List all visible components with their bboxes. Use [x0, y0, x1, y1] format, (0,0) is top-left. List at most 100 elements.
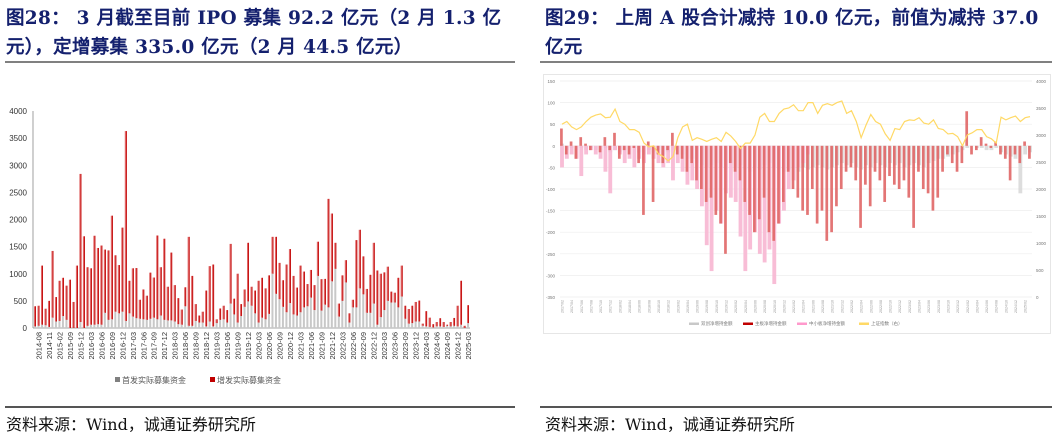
bar-main-board [830, 145, 833, 233]
bar-placement [177, 298, 180, 325]
bar-main-board [1003, 145, 1007, 159]
bar-main-board [772, 145, 776, 241]
bar-main-board [926, 145, 930, 194]
bar-placement [103, 249, 106, 313]
bar-placement [198, 315, 201, 323]
bar-main-board [1028, 145, 1031, 159]
bar-placement-edge [258, 280, 260, 323]
bar-ipo [264, 319, 267, 328]
x-tick-label: 2025-03 [464, 332, 473, 360]
bar-ipo [194, 320, 197, 328]
x-tick-label: 2021/06 [811, 300, 815, 313]
bar-placement [212, 264, 215, 327]
bar-placement [54, 297, 57, 322]
bar-main-board [960, 145, 964, 164]
bar-ipo [376, 324, 379, 328]
y2-tick-label: 4000 [1036, 79, 1047, 84]
bar-placement-edge [447, 324, 449, 326]
bar-ipo [93, 324, 96, 328]
bar-placement-edge [366, 288, 368, 313]
bar-sme [632, 145, 637, 168]
bar-placement [226, 310, 229, 323]
bar-sme [728, 145, 733, 198]
bar-placement-edge [352, 299, 354, 308]
bar-main-board [709, 145, 713, 198]
bar-main-board [627, 145, 631, 155]
bar-ipo [107, 319, 110, 328]
bar-placement-edge [73, 301, 75, 328]
bar-placement [166, 286, 169, 321]
bar-placement-edge [164, 238, 166, 320]
bar-placement [278, 262, 281, 300]
bar-main-board [762, 145, 766, 198]
bar-placement [100, 245, 103, 325]
bar-placement [173, 285, 176, 322]
x-tick-label: 2017-03 [129, 332, 138, 360]
bar-placement-edge [157, 235, 159, 320]
bar-placement-edge [63, 277, 64, 317]
bar-main-board [849, 145, 853, 168]
bar-placement-edge [52, 250, 54, 318]
bar-ipo [257, 322, 260, 328]
bar-placement-edge [98, 247, 99, 325]
x-tick-label: 2014-08 [34, 332, 43, 360]
bar-main-board [656, 145, 660, 155]
bar-ipo [159, 315, 162, 328]
bar-ipo [393, 302, 396, 328]
x-tick-label: 2021/10 [831, 300, 835, 313]
x-tick-label: 2018-09 [192, 332, 201, 360]
bar-placement-edge [192, 275, 194, 326]
bar-placement-edge [220, 308, 222, 320]
bar-main-board [651, 145, 655, 202]
bar-main-board [574, 145, 578, 159]
legend-swatch [689, 322, 699, 325]
bar-ipo [439, 326, 442, 328]
y2-tick-label: 1500 [1036, 214, 1047, 219]
bar-ipo [302, 307, 305, 328]
bar-ipo [372, 303, 375, 328]
bar-ipo [142, 319, 145, 328]
bar-ipo [404, 318, 407, 328]
bar-placement [124, 131, 127, 321]
bar-placement-edge [188, 236, 190, 326]
bar-ipo [411, 323, 414, 328]
bar-ipo [166, 320, 169, 328]
bar-placement-edge [38, 305, 40, 326]
bar-ipo [184, 306, 187, 328]
y-tick-label: 3500 [9, 134, 27, 143]
bar-placement [383, 272, 386, 311]
bar-placement-edge [276, 236, 277, 294]
bar-placement [425, 311, 428, 327]
bar-ipo [358, 288, 361, 328]
x-tick-label: 2023/04 [918, 300, 922, 313]
y-tick-label: 3000 [9, 161, 27, 170]
bar-sme [613, 145, 618, 151]
bar-ipo [274, 293, 277, 328]
bar-placement-edge [70, 279, 71, 328]
bar-ipo [253, 313, 256, 328]
bar-placement [34, 306, 36, 327]
bar-ipo [135, 318, 138, 328]
bar-main-board [560, 128, 563, 146]
bar-placement [65, 285, 68, 320]
y-tick-label: -200 [546, 230, 556, 235]
x-tick-label: 2018/02 [618, 300, 622, 313]
legend-label: 上证指数（右） [871, 320, 903, 327]
y-tick-label: 4000 [9, 107, 27, 116]
bar-ipo [341, 300, 344, 328]
bar-ipo [138, 318, 141, 328]
legend-swatch [859, 322, 869, 325]
bar-main-board [868, 145, 872, 207]
bar-placement-edge [129, 280, 131, 314]
bar-main-board [970, 145, 973, 155]
bar-placement-edge [314, 285, 316, 311]
legend-placement: 增发实际募集资金 [217, 375, 281, 385]
bar-main-board [719, 145, 722, 224]
bar-main-board [680, 145, 684, 159]
x-tick-label: 2022-09 [359, 332, 368, 360]
bar-placement-edge [213, 264, 215, 327]
bar-sme [569, 145, 574, 155]
bar-ipo [152, 317, 155, 328]
x-tick-label: 2022/06 [869, 300, 873, 313]
bar-ipo [330, 281, 333, 328]
